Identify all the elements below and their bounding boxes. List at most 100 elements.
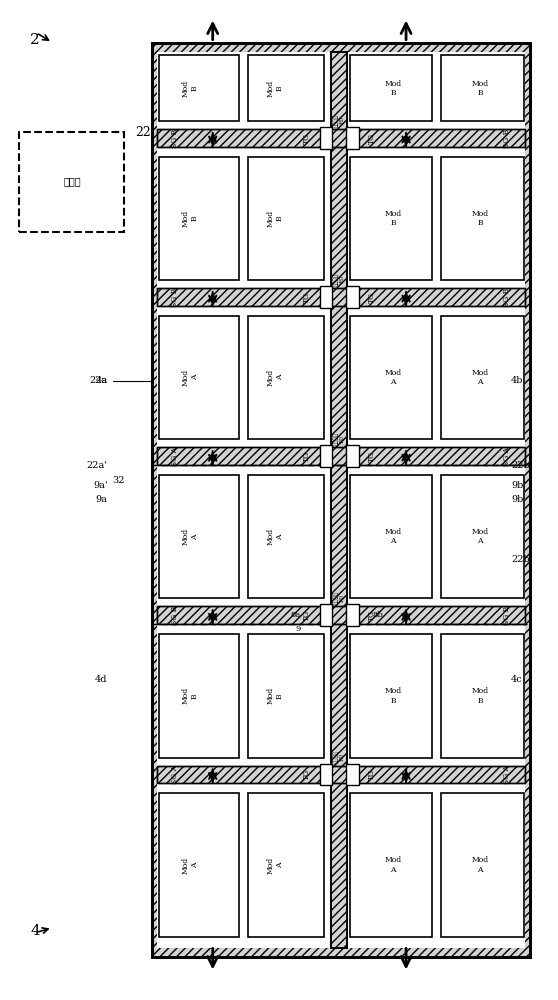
Bar (441, 793, 524, 937)
Bar (158, 55, 239, 121)
Text: 4: 4 (30, 924, 40, 938)
Text: 9: 9 (296, 625, 301, 633)
Bar (350, 157, 432, 280)
Bar (350, 475, 432, 598)
Text: SG B: SG B (503, 606, 511, 625)
Text: Mod
A: Mod A (384, 369, 402, 386)
Text: TG: TG (302, 132, 311, 144)
Text: 4a: 4a (96, 376, 108, 385)
Text: 共同輸出
FD: 共同輸出 FD (334, 432, 345, 445)
Bar (158, 475, 239, 598)
Text: 22: 22 (136, 126, 151, 139)
Text: 9b: 9b (511, 495, 523, 504)
Bar (441, 634, 524, 758)
Text: SG A: SG A (503, 765, 511, 784)
Bar (152, 43, 530, 957)
Bar (158, 634, 239, 758)
Bar (441, 55, 524, 121)
Bar (152, 43, 530, 957)
Text: Mod
A: Mod A (181, 856, 199, 874)
Text: 共同輸出
FD: 共同輸出 FD (334, 273, 345, 286)
Text: Mod
B: Mod B (181, 80, 199, 97)
Bar (248, 316, 324, 439)
Text: Mod
A: Mod A (267, 369, 283, 386)
Text: Mod
B: Mod B (472, 210, 489, 227)
Bar (320, 127, 332, 149)
Text: Mod
B: Mod B (267, 687, 283, 704)
Text: 共同輸出
FD: 共同輸出 FD (334, 114, 345, 127)
Text: Mod
A: Mod A (472, 369, 489, 386)
Bar (248, 55, 324, 121)
Text: Mod
A: Mod A (181, 528, 199, 545)
Text: 22b: 22b (511, 555, 530, 564)
Bar (350, 634, 432, 758)
Bar (320, 764, 332, 785)
Bar (157, 129, 525, 147)
Text: 22a': 22a' (86, 461, 108, 470)
Bar (158, 157, 239, 280)
Text: 8b: 8b (373, 611, 384, 619)
Bar (441, 475, 524, 598)
Bar (157, 606, 525, 624)
Bar (152, 43, 530, 957)
Text: Mod
B: Mod B (384, 210, 402, 227)
Bar (152, 43, 530, 957)
Bar (441, 157, 524, 280)
Text: Mod
B: Mod B (267, 80, 283, 97)
Text: Mod
B: Mod B (267, 210, 283, 227)
Bar (331, 52, 347, 948)
Text: SG B: SG B (171, 606, 179, 625)
Bar (157, 766, 525, 783)
Bar (320, 604, 332, 626)
Text: Mod
B: Mod B (472, 687, 489, 705)
Text: TG: TG (302, 769, 311, 780)
Text: TG: TG (368, 292, 376, 303)
Text: 9a: 9a (96, 495, 108, 504)
Bar (158, 316, 239, 439)
Text: 9a': 9a' (93, 481, 108, 490)
Text: 22b': 22b' (511, 461, 532, 470)
Text: SG A: SG A (171, 765, 179, 784)
Text: TG: TG (368, 451, 376, 462)
Text: Mod
B: Mod B (181, 210, 199, 227)
Text: Mod
B: Mod B (384, 80, 402, 97)
Text: Mod
A: Mod A (472, 528, 489, 545)
Text: TG: TG (302, 451, 311, 462)
Text: Mod
A: Mod A (267, 528, 283, 545)
Bar (248, 475, 324, 598)
Bar (157, 52, 525, 948)
Text: TG: TG (368, 132, 376, 144)
Bar (157, 288, 525, 306)
Text: Mod
B: Mod B (181, 687, 199, 704)
Bar (347, 127, 359, 149)
Text: Mod
B: Mod B (384, 687, 402, 705)
Bar (350, 793, 432, 937)
Bar (320, 445, 332, 467)
Text: SG B: SG B (171, 128, 179, 148)
Text: Mod
A: Mod A (181, 369, 199, 386)
Text: 共同輸出
FD: 共同輸出 FD (334, 750, 345, 763)
Text: Mod
A: Mod A (384, 856, 402, 874)
Bar (157, 288, 525, 306)
Text: SG B: SG B (503, 288, 511, 307)
Bar (320, 286, 332, 308)
Bar (157, 129, 525, 147)
Text: 9b': 9b' (511, 481, 526, 490)
Bar (157, 606, 525, 624)
Text: 22a: 22a (89, 376, 108, 385)
Bar (157, 447, 525, 465)
Text: 共同輸出
FD: 共同輸出 FD (334, 591, 345, 604)
Bar (248, 634, 324, 758)
Text: 32: 32 (112, 476, 124, 485)
Text: SG A: SG A (503, 447, 511, 466)
Text: 4c: 4c (511, 674, 523, 684)
Bar (248, 793, 324, 937)
Text: TG: TG (368, 769, 376, 780)
Text: 2: 2 (30, 33, 40, 47)
Text: SG B: SG B (503, 128, 511, 148)
Text: SG B: SG B (171, 288, 179, 307)
Bar (347, 286, 359, 308)
Bar (248, 157, 324, 280)
Text: 8a: 8a (291, 611, 301, 619)
Bar (347, 445, 359, 467)
